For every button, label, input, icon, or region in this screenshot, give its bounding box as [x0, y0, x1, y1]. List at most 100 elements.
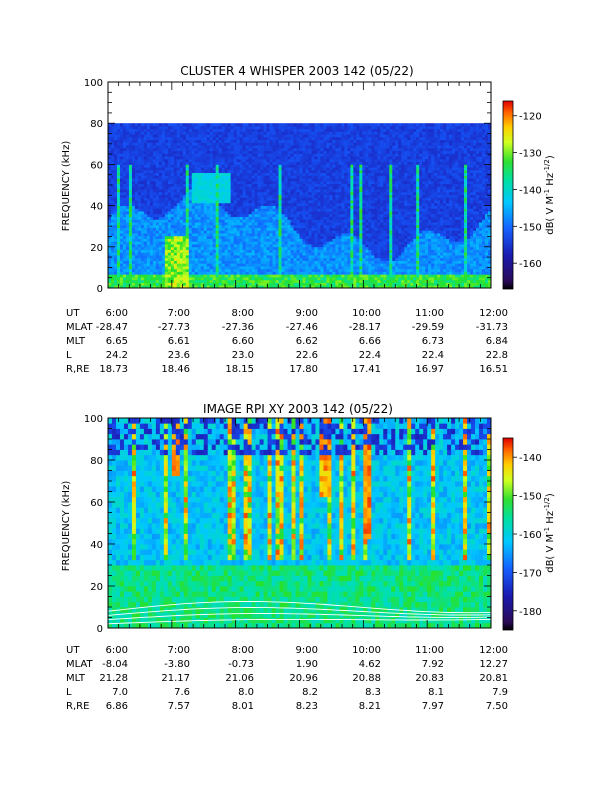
- spectrogram-cell: [329, 211, 333, 215]
- spectrogram-cell: [275, 224, 279, 228]
- spectrogram-cell: [263, 161, 267, 165]
- spectrogram-cell: [236, 230, 241, 234]
- spectrogram-cell: [269, 282, 273, 286]
- spectrogram-cell: [125, 224, 130, 228]
- spectrogram-cell: [248, 169, 253, 174]
- spectrogram-cell: [248, 224, 253, 228]
- spectrogram-cell: [269, 277, 273, 281]
- spectrogram-cell: [134, 136, 139, 141]
- spectrogram-cell: [251, 202, 256, 206]
- spectrogram-cell: [161, 178, 166, 182]
- spectrogram-cell: [116, 260, 121, 264]
- spectrogram-cell: [236, 202, 241, 206]
- spectrogram-cell: [302, 175, 306, 179]
- spectrogram-cell: [125, 277, 130, 281]
- spectrogram-cell: [242, 230, 247, 234]
- spectrogram-cell: [143, 249, 148, 253]
- spectrogram-cell: [209, 235, 214, 239]
- spectrogram-cell: [320, 172, 324, 176]
- spectrogram-cell: [113, 271, 118, 275]
- spectrogram-cell: [149, 249, 154, 253]
- spectrogram-cell: [128, 125, 133, 130]
- spectrogram-cell: [260, 241, 264, 245]
- spectrogram-cell: [215, 147, 220, 152]
- spectrogram-cell: [341, 271, 345, 275]
- spectrogram-cell: [353, 169, 357, 174]
- spectrogram-cell: [224, 263, 229, 267]
- spectrogram-cell: [155, 164, 160, 168]
- spectrogram-cell: [296, 180, 300, 185]
- spectrogram-cell: [353, 249, 357, 253]
- spectrogram-cell: [218, 274, 223, 278]
- spectrogram-cell: [128, 205, 133, 209]
- spectrogram-cell: [122, 208, 127, 212]
- spectrogram-cell: [344, 271, 348, 275]
- spectrogram-cell: [125, 249, 130, 253]
- spectrogram-cell: [257, 123, 261, 127]
- spectrogram-cell: [185, 227, 190, 231]
- spectrogram-cell: [221, 178, 226, 182]
- spectrogram-cell: [203, 257, 208, 261]
- spectrogram-cell: [230, 230, 235, 234]
- spectrogram-cell: [227, 246, 232, 250]
- spectrogram-cell: [152, 134, 157, 138]
- spectrogram-cell: [299, 285, 303, 289]
- spectrogram-cell: [341, 213, 345, 217]
- spectrogram-cell: [203, 164, 208, 168]
- spectrogram-cell: [341, 257, 345, 261]
- spectrogram-cell: [200, 208, 205, 212]
- spectrogram-cell: [194, 213, 199, 217]
- spectrogram-cell: [149, 175, 154, 179]
- spectrogram-cell: [269, 274, 273, 278]
- spectrogram-cell: [209, 249, 214, 253]
- spectrogram-cell: [284, 211, 288, 215]
- spectrogram-cell: [149, 202, 154, 206]
- spectrogram-cell: [278, 161, 282, 165]
- spectrogram-cell: [119, 227, 124, 231]
- spectrogram-cell: [263, 274, 267, 278]
- spectrogram-cell: [170, 178, 175, 182]
- spectrogram-cell: [182, 227, 187, 231]
- spectrogram-cell: [221, 277, 226, 281]
- spectrogram-cell: [344, 208, 348, 212]
- spectrogram-cell: [308, 238, 312, 242]
- spectrogram-cell: [161, 263, 166, 267]
- spectrogram-cell: [209, 183, 214, 187]
- spectrogram-cell: [335, 230, 339, 234]
- spectrogram-cell: [203, 136, 208, 141]
- spectrogram-cell: [335, 125, 339, 130]
- spectrogram-cell: [320, 230, 324, 234]
- spectrogram-cell: [182, 282, 187, 286]
- spectrogram-cell: [134, 260, 139, 264]
- spectrogram-cell: [170, 274, 175, 278]
- spectrogram-cell: [209, 285, 214, 289]
- spectrogram-cell: [350, 139, 354, 143]
- spectrogram-cell: [278, 285, 282, 289]
- spectrogram-cell: [266, 202, 270, 206]
- spectrogram-cell: [350, 189, 354, 193]
- spectrogram-cell: [108, 136, 112, 141]
- spectrogram-cell: [203, 233, 208, 237]
- spectrogram-cell: [113, 156, 118, 160]
- spectrogram-cell: [224, 180, 229, 185]
- spectrogram-cell: [108, 271, 112, 275]
- spectrogram-cell: [197, 164, 202, 168]
- spectrogram-cell: [266, 167, 270, 171]
- spectrogram-cell: [269, 211, 273, 215]
- spectrogram-cell: [167, 136, 172, 141]
- spectrogram-cell: [263, 246, 267, 250]
- spectrogram-cell: [233, 131, 238, 135]
- spectrogram-cell: [119, 205, 124, 209]
- spectrogram-cell: [344, 279, 348, 283]
- spectrogram-cell: [311, 134, 315, 138]
- spectrogram-cell: [185, 219, 190, 223]
- spectrogram-cell: [218, 150, 223, 154]
- spectrogram-cell: [335, 191, 339, 196]
- spectrogram-cell: [122, 216, 127, 220]
- spectrogram-cell: [224, 145, 229, 149]
- spectrogram-cell: [194, 136, 199, 141]
- spectrogram-cell: [332, 224, 336, 228]
- spectrogram-cell: [137, 131, 142, 135]
- spectrogram-cell: [266, 222, 270, 226]
- spectrogram-cell: [209, 219, 214, 223]
